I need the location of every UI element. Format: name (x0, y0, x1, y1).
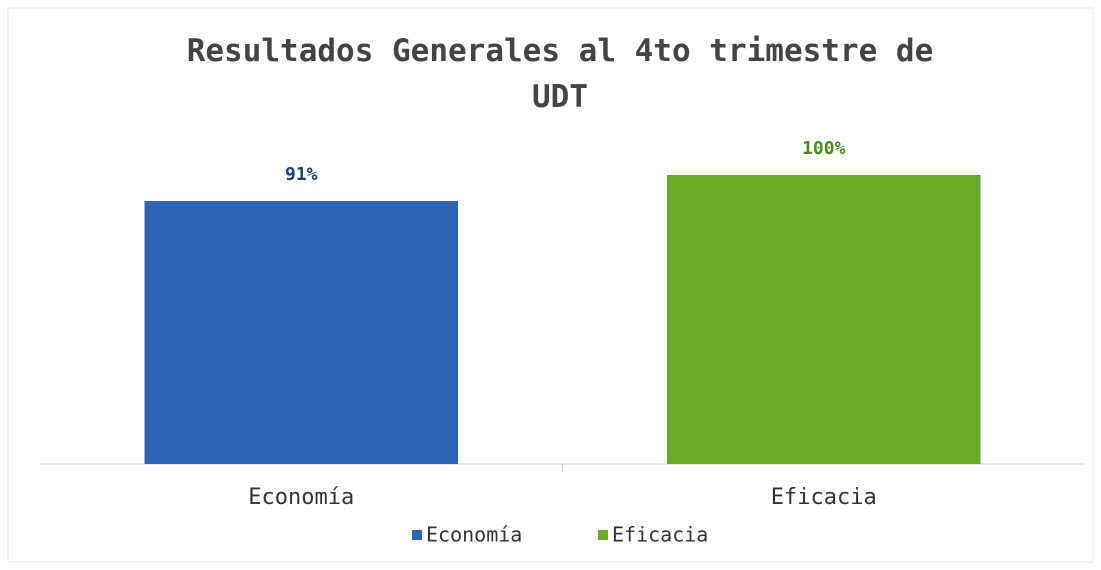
chart-title: Resultados Generales al 4to trimestre de… (186, 33, 934, 115)
legend-swatch (412, 530, 422, 540)
bar (144, 201, 458, 464)
bar (667, 175, 981, 464)
legend-label: Economía (426, 523, 522, 547)
data-label: 100% (802, 138, 846, 159)
legend-swatch (598, 530, 608, 540)
x-tick-label: Economía (248, 485, 354, 510)
data-label: 91% (285, 164, 318, 185)
legend-label: Eficacia (612, 523, 708, 547)
chart-border (7, 7, 1094, 563)
x-tick-label: Eficacia (771, 485, 877, 510)
